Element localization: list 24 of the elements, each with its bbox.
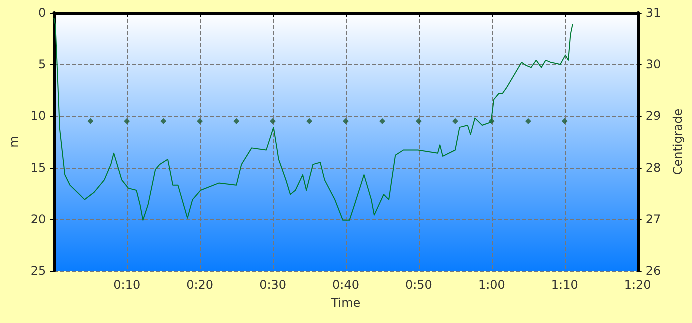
y-tick-label: 0: [38, 6, 46, 20]
y2-tick-label: 29: [646, 109, 662, 124]
y-tick-label: 5: [38, 58, 46, 72]
line-series: [54, 18, 574, 221]
y-tick-label: 25: [30, 264, 46, 278]
x-axis-title: Time: [330, 296, 361, 310]
y-tick-label: 20: [30, 212, 46, 226]
y2-tick-label: 31: [646, 6, 662, 20]
y-tick-label: 15: [30, 160, 46, 175]
x-tick-label: 0:30: [260, 278, 287, 292]
y-tick-label: 10: [30, 109, 46, 124]
x-tick-label: 0:40: [332, 278, 360, 292]
y2-tick-label: 27: [646, 212, 662, 226]
y2-tick-label: 28: [646, 160, 662, 175]
y2-tick-label: 26: [646, 264, 662, 278]
x-tick-label: 1:10: [551, 278, 578, 292]
x-tick-label: 0:10: [114, 278, 141, 292]
x-tick-label: 1:00: [478, 278, 506, 292]
y-axis-title: m: [7, 136, 21, 148]
y2-axis-title: Centigrade: [671, 108, 685, 176]
x-tick-label: 0:50: [405, 278, 432, 292]
y2-tick-label: 30: [646, 58, 662, 72]
x-tick-label: 1:20: [624, 278, 652, 292]
x-tick-label: 0:20: [186, 278, 214, 292]
